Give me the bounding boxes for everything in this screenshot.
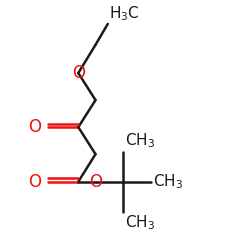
Text: O: O bbox=[89, 173, 102, 191]
Text: O: O bbox=[28, 173, 42, 191]
Text: CH$_3$: CH$_3$ bbox=[153, 172, 184, 191]
Text: CH$_3$: CH$_3$ bbox=[125, 213, 155, 232]
Text: CH$_3$: CH$_3$ bbox=[125, 132, 155, 150]
Text: O: O bbox=[28, 118, 42, 136]
Text: H$_3$C: H$_3$C bbox=[109, 4, 140, 23]
Text: O: O bbox=[72, 64, 85, 82]
